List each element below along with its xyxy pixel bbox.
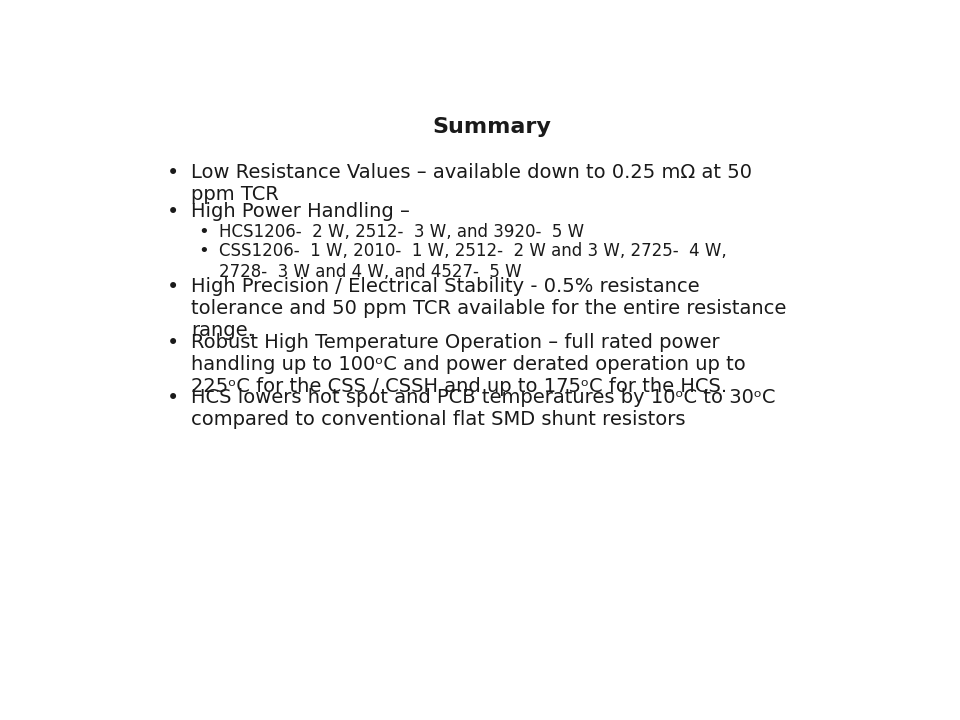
Text: •: • <box>199 242 209 260</box>
Text: •: • <box>167 388 179 408</box>
Text: •: • <box>167 163 179 184</box>
Text: HCS lowers hot spot and PCB temperatures by 10ᵒC to 30ᵒC
compared to conventiona: HCS lowers hot spot and PCB temperatures… <box>191 388 776 429</box>
Text: High Power Handling –: High Power Handling – <box>191 202 410 221</box>
Text: Low Resistance Values – available down to 0.25 mΩ at 50
ppm TCR: Low Resistance Values – available down t… <box>191 163 753 204</box>
Text: Summary: Summary <box>433 117 551 138</box>
Text: •: • <box>199 223 209 241</box>
Text: CSS1206-  1 W, 2010-  1 W, 2512-  2 W and 3 W, 2725-  4 W,
2728-  3 W and 4 W, a: CSS1206- 1 W, 2010- 1 W, 2512- 2 W and 3… <box>219 242 727 281</box>
Text: High Precision / Electrical Stability - 0.5% resistance
tolerance and 50 ppm TCR: High Precision / Electrical Stability - … <box>191 277 786 341</box>
Text: •: • <box>167 277 179 297</box>
Text: •: • <box>167 202 179 222</box>
Text: Robust High Temperature Operation – full rated power
handling up to 100ᵒC and po: Robust High Temperature Operation – full… <box>191 333 746 396</box>
Text: •: • <box>167 333 179 353</box>
Text: HCS1206-  2 W, 2512-  3 W, and 3920-  5 W: HCS1206- 2 W, 2512- 3 W, and 3920- 5 W <box>219 223 585 241</box>
